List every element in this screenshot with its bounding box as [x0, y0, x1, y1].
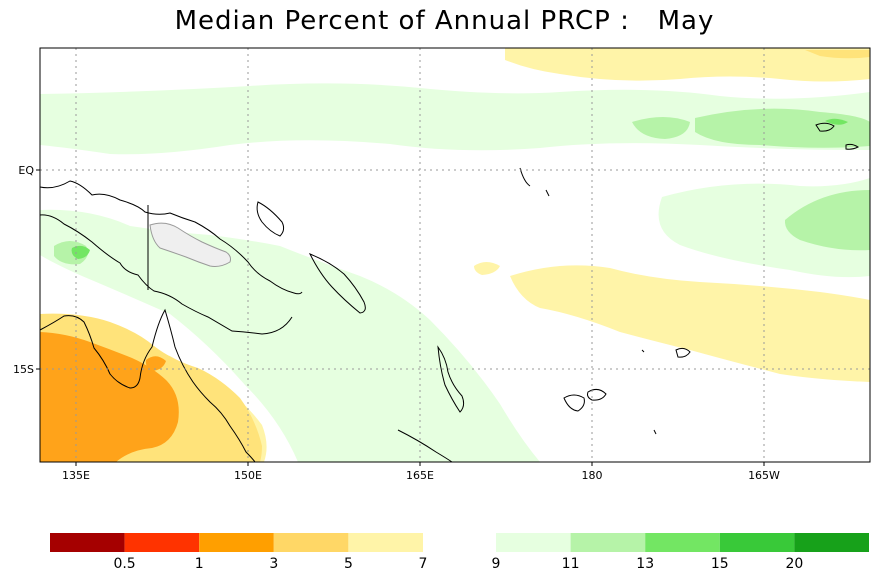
new-guinea-south-coast [39, 214, 293, 335]
light-yellow-patch-north [805, 50, 870, 59]
pale-yellow-band-north [505, 48, 870, 82]
lon-label-180: 180 [582, 469, 603, 482]
small-island-3 [545, 189, 550, 197]
australia-coast [39, 308, 256, 463]
precip-shading [40, 48, 870, 462]
samoa-island [675, 347, 691, 358]
green-patch-east [784, 190, 870, 251]
chart-title: Median Percent of Annual PRCP : May [174, 6, 715, 36]
coastlines [39, 122, 859, 463]
solomon-islands [308, 253, 366, 314]
orange-region-australia [40, 332, 179, 462]
fiji-island-1 [563, 394, 585, 412]
lon-label-165e: 165E [406, 469, 434, 482]
lon-label-135e: 135E [62, 469, 90, 482]
highlands-region [149, 222, 231, 267]
small-island-4 [641, 349, 645, 353]
new-guinea-north-coast [39, 180, 303, 295]
yellow-band-east [510, 265, 870, 382]
fiji-island-2 [587, 388, 607, 401]
orange-patch-small [145, 356, 166, 371]
small-island-1 [845, 143, 859, 150]
green-patch-1 [632, 117, 690, 139]
lat-label-15s: 15S [13, 363, 34, 376]
new-caledonia [397, 429, 453, 463]
small-island-5 [653, 429, 657, 435]
lon-label-150e: 150E [234, 469, 262, 482]
grid-lines [40, 48, 870, 462]
green-patch-2 [695, 108, 870, 148]
axis-ticks [36, 169, 765, 466]
vanuatu-islands [437, 345, 465, 413]
lon-label-165w: 165W [748, 469, 780, 482]
new-britain-island [256, 201, 285, 237]
kiribati-island [815, 122, 835, 132]
map-frame [39, 47, 871, 463]
yellow-patch-small [474, 262, 500, 275]
green-band-west [40, 209, 540, 462]
green-patch-bright [825, 118, 848, 125]
lat-label-eq: EQ [18, 164, 34, 177]
green-patch-west-2 [71, 245, 90, 259]
